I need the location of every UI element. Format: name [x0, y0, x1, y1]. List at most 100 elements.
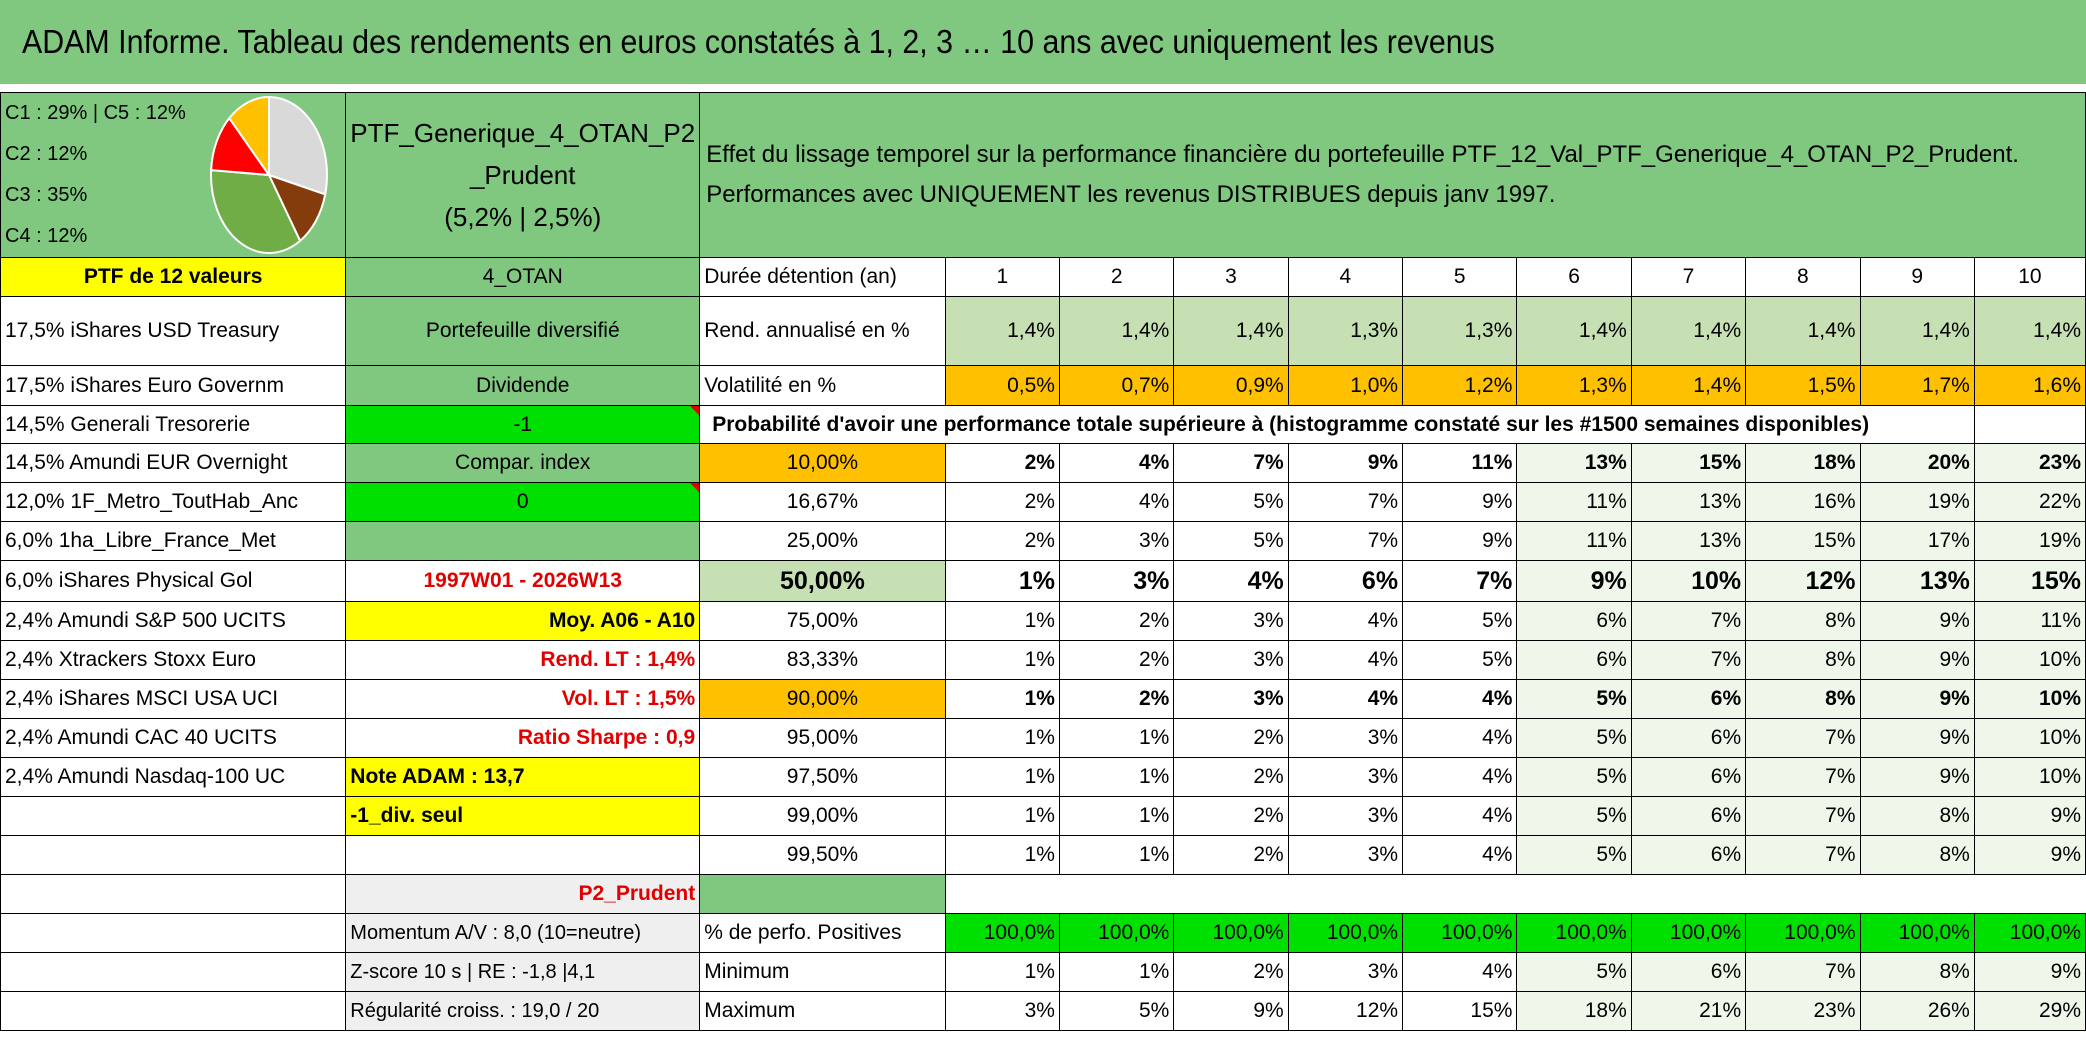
legend-item: C3 : 35% [5, 184, 88, 206]
probability-cell: 1% [1058, 835, 1175, 875]
probability-cell: 8% [1745, 601, 1861, 641]
probability-label: Probabilité d'avoir une performance tota… [699, 405, 1975, 444]
period: 1997W01 - 2026W13 [345, 560, 701, 602]
year-header: 4 [1287, 257, 1404, 297]
probability-cell: 22% [1973, 482, 2086, 522]
probability-cell: 11% [1516, 521, 1632, 561]
positives-cell: 100,0% [1859, 913, 1975, 953]
minimum-label: Minimum [699, 952, 946, 992]
probability-cell: 4% [1402, 718, 1518, 758]
probability-cell: 1% [944, 757, 1060, 797]
minimum-cell: 1% [944, 952, 1060, 992]
probability-cell: 5% [1516, 718, 1632, 758]
holding-item: 17,5% iShares USD Treasury [0, 296, 347, 366]
minimum-cell: 5% [1516, 952, 1632, 992]
div-seul: -1_div. seul [345, 796, 701, 836]
probability-cell: 9% [1859, 757, 1975, 797]
percentile-cell: 99,00% [699, 796, 946, 836]
probability-cell: 10% [1973, 757, 2086, 797]
probability-cell: 6% [1630, 718, 1747, 758]
probability-cell: 23% [1973, 443, 2086, 483]
empty-cell [0, 913, 347, 953]
holding-item: 12,0% 1F_Metro_ToutHab_Anc [0, 482, 347, 522]
compar-label: Compar. index [345, 443, 701, 483]
rend-cell: 1,4% [1745, 296, 1861, 366]
rend-lt: Rend. LT : 1,4% [345, 640, 701, 680]
probability-cell: 4% [1402, 757, 1518, 797]
maximum-cell: 3% [944, 991, 1060, 1031]
holding-item: 2,4% Xtrackers Stoxx Euro [0, 640, 347, 680]
holding-item: 14,5% Amundi EUR Overnight [0, 443, 347, 483]
minimum-cell: 3% [1287, 952, 1404, 992]
probability-cell: 3% [1287, 718, 1404, 758]
probability-cell: 1% [944, 679, 1060, 719]
rend-cell: 1,4% [1630, 296, 1747, 366]
probability-cell: 1% [944, 835, 1060, 875]
percentile-cell: 16,67% [699, 482, 946, 522]
rend-cell: 1,4% [1516, 296, 1632, 366]
probability-cell: 6% [1630, 835, 1747, 875]
maximum-cell: 21% [1630, 991, 1747, 1031]
probability-cell: 1% [944, 601, 1060, 641]
portfolio-name-line1: PTF_Generique_4_OTAN_P2 [350, 118, 696, 148]
sharpe-ratio: Ratio Sharpe : 0,9 [345, 718, 701, 758]
rend-cell: 1,3% [1402, 296, 1518, 366]
minimum-cell: 6% [1630, 952, 1747, 992]
probability-cell: 7% [1745, 757, 1861, 797]
probability-cell: 8% [1745, 640, 1861, 680]
probability-cell: 5% [1173, 521, 1289, 561]
year-header: 8 [1745, 257, 1861, 297]
probability-cell: 13% [1630, 482, 1747, 522]
probability-cell: 6% [1287, 560, 1404, 602]
probability-cell: 9% [1402, 482, 1518, 522]
maximum-cell: 5% [1058, 991, 1175, 1031]
probability-cell: 19% [1859, 482, 1975, 522]
percentile-cell: 83,33% [699, 640, 946, 680]
probability-cell: 9% [1859, 601, 1975, 641]
vol-cell: 1,4% [1630, 365, 1747, 406]
holding-item: 2,4% Amundi CAC 40 UCITS [0, 718, 347, 758]
probability-cell: 5% [1402, 601, 1518, 641]
returns-table: C1 : 29% | C5 : 12% C2 : 12% C3 : 35% C4… [0, 92, 2086, 1031]
empty-cell [0, 991, 347, 1031]
vol-cell: 0,7% [1058, 365, 1175, 406]
minimum-cell: 2% [1173, 952, 1289, 992]
maximum-label: Maximum [699, 991, 946, 1031]
probability-cell: 2% [1058, 640, 1175, 680]
probability-cell: 5% [1402, 640, 1518, 680]
vol-cell: 0,5% [944, 365, 1060, 406]
probability-cell: 4% [1173, 560, 1289, 602]
positives-cell: 100,0% [1630, 913, 1747, 953]
probability-cell: 10% [1973, 640, 2086, 680]
probability-cell: 1% [944, 796, 1060, 836]
holding-item: 17,5% iShares Euro Governm [0, 365, 347, 406]
percentile-cell: 90,00% [699, 679, 946, 719]
minimum-cell: 1% [1058, 952, 1175, 992]
probability-cell: 7% [1630, 640, 1747, 680]
probability-cell: 3% [1287, 796, 1404, 836]
moy-label: Moy. A06 - A10 [345, 601, 701, 641]
empty-cell [1973, 405, 2086, 444]
probability-cell: 5% [1516, 835, 1632, 875]
probability-cell: 7% [1745, 718, 1861, 758]
probability-cell: 4% [1402, 679, 1518, 719]
positives-cell: 100,0% [1973, 913, 2086, 953]
minimum-cell: 4% [1402, 952, 1518, 992]
profile-label: P2_Prudent [345, 874, 701, 914]
maximum-cell: 29% [1973, 991, 2086, 1031]
allocation-pie-chart [210, 95, 328, 254]
probability-cell: 9% [1402, 521, 1518, 561]
probability-cell: 19% [1973, 521, 2086, 561]
description: Effet du lissage temporel sur la perform… [699, 92, 2086, 258]
probability-cell: 3% [1173, 640, 1289, 680]
year-header: 9 [1859, 257, 1975, 297]
empty-cell [0, 874, 347, 914]
probability-cell: 6% [1630, 679, 1747, 719]
empty-cell [0, 835, 347, 875]
percentile-cell: 10,00% [699, 443, 946, 483]
probability-cell: 9% [1859, 718, 1975, 758]
duration-label: Durée détention (an) [699, 257, 946, 297]
description-line2: Performances avec UNIQUEMENT les revenus… [706, 181, 1556, 208]
percentile-cell: 50,00% [699, 560, 946, 602]
probability-cell: 3% [1173, 679, 1289, 719]
